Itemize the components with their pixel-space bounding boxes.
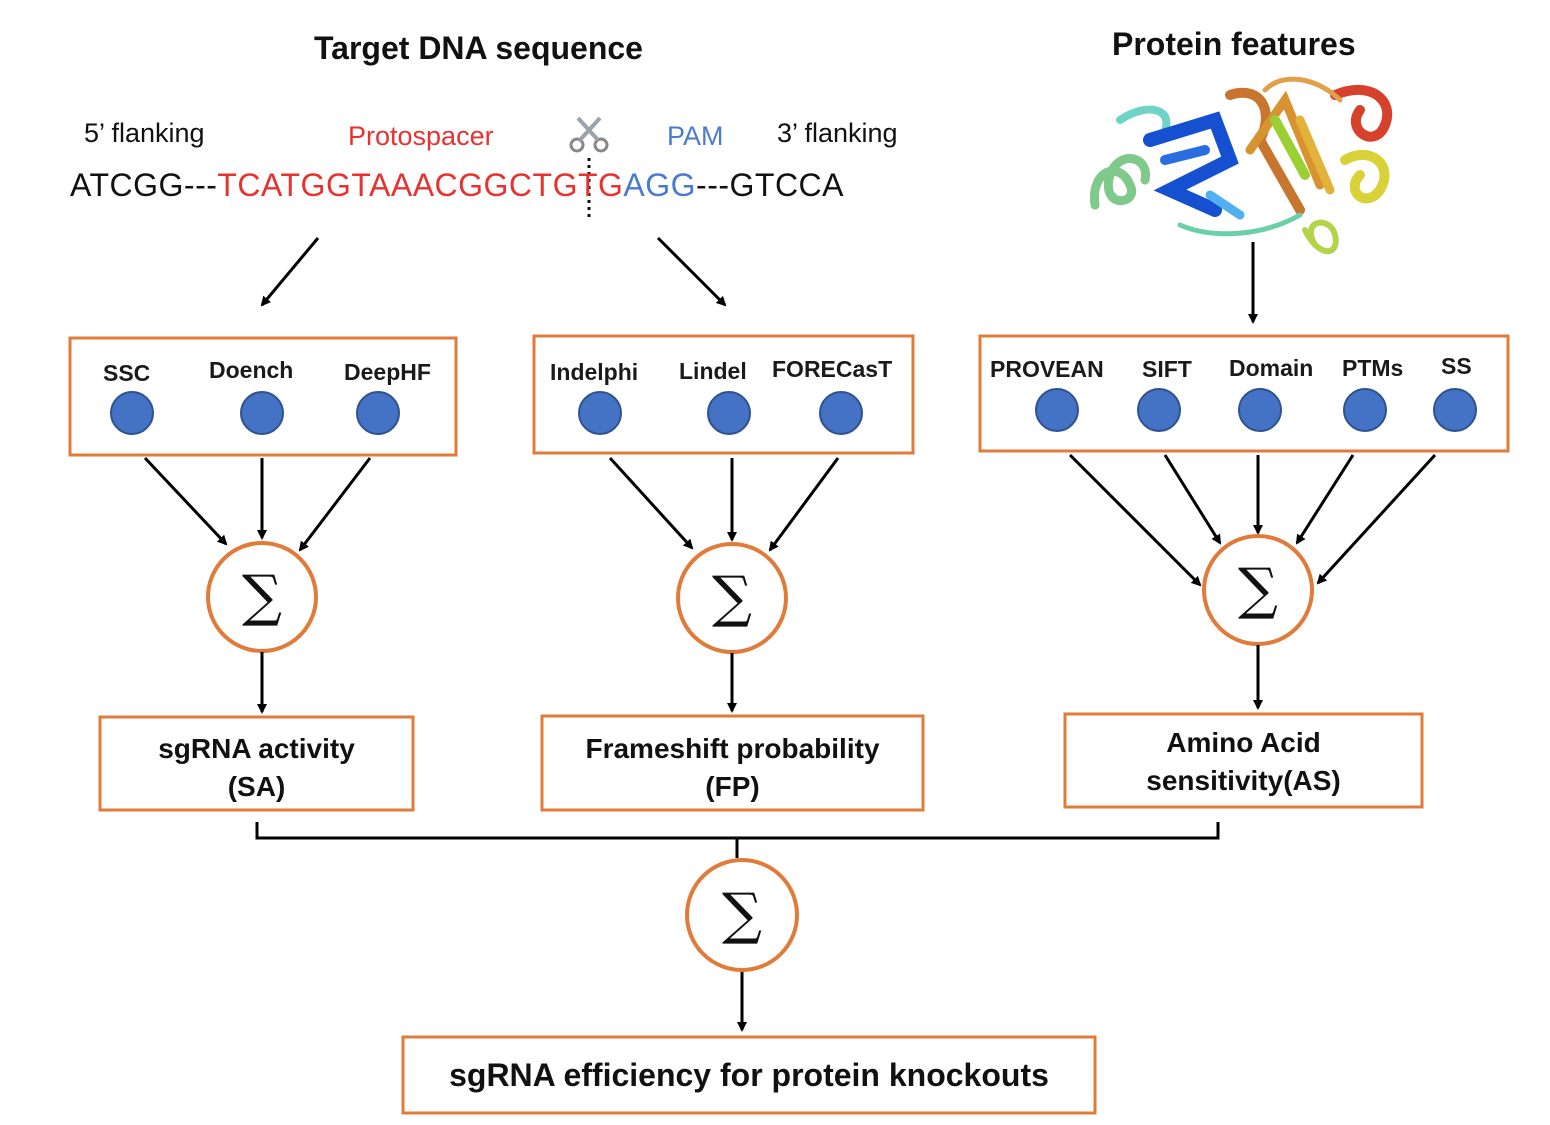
protospacer-label: Protospacer — [348, 121, 494, 151]
method-node-lindel — [707, 391, 751, 435]
protospacer-sequence: TCATGGTAAACGGCTGTG — [217, 167, 624, 203]
method-node-ssc — [110, 391, 154, 435]
method-label-forecast: FORECasT — [772, 356, 893, 382]
method-label-ss: SS — [1441, 353, 1472, 379]
activity-methods-box — [68, 336, 458, 457]
method-label-lindel: Lindel — [679, 358, 747, 384]
combine-bracket — [255, 822, 1220, 858]
sa-output-box — [98, 715, 415, 812]
method-node-doench — [240, 391, 284, 435]
sensitivity-sum-symbol: ∑ — [1238, 557, 1278, 622]
as-output-line1: Amino Acid — [1166, 727, 1321, 758]
final-output-box — [401, 1035, 1097, 1115]
pam-sequence: AGG — [623, 167, 697, 203]
frameshift-sum-node — [676, 542, 788, 654]
arrow-provean-to-sum — [1068, 453, 1202, 587]
method-label-deephf: DeepHF — [344, 359, 431, 385]
method-label-doench: Doench — [209, 357, 294, 383]
method-label-provean: PROVEAN — [990, 356, 1104, 382]
arrow-ssc-to-sum — [143, 456, 228, 546]
as-output-text: Amino Acid sensitivity(AS) — [1065, 724, 1422, 800]
method-label-ssc: SSC — [103, 360, 151, 386]
arrow-seq-to-activity — [260, 237, 320, 307]
as-output-line2: sensitivity(AS) — [1146, 765, 1341, 796]
sa-output-line1: sgRNA activity — [158, 733, 355, 764]
arrow-sift-to-sum — [1163, 454, 1222, 545]
fp-output-line2: (FP) — [705, 771, 760, 802]
method-node-ss — [1433, 388, 1477, 432]
fp-output-text: Frameshift probability (FP) — [542, 730, 923, 806]
final-sum-symbol: ∑ — [722, 882, 762, 947]
method-node-domain — [1238, 388, 1282, 432]
sa-output-text: sgRNA activity (SA) — [100, 730, 413, 806]
fp-output-box — [540, 714, 925, 812]
arrow-indelphi-to-sum — [608, 456, 694, 550]
scissors-icon — [569, 116, 609, 153]
pam-label: PAM — [667, 121, 724, 151]
final-output-text: sgRNA efficiency for protein knockouts — [449, 1057, 1049, 1093]
arrow-deephf-to-sum — [298, 457, 372, 552]
method-node-forecast — [819, 391, 863, 435]
sensitivity-methods-box — [978, 334, 1510, 453]
dna-sequence: ATCGG---TCATGGTAAACGGCTGTGAGG---GTCCA — [70, 167, 844, 204]
arrow-ss-to-sum — [1316, 453, 1437, 585]
arrow-seq-to-frameshift — [656, 236, 727, 307]
frameshift-methods-box — [532, 334, 915, 455]
method-node-indelphi — [578, 391, 622, 435]
method-node-ptms — [1343, 388, 1387, 432]
method-label-domain: Domain — [1229, 355, 1314, 381]
protein-structure-icon — [1090, 76, 1392, 255]
method-node-deephf — [356, 391, 400, 435]
method-node-provean — [1035, 388, 1079, 432]
method-label-sift: SIFT — [1142, 356, 1192, 382]
activity-sum-symbol: ∑ — [242, 564, 282, 629]
dna-title: Target DNA sequence — [314, 30, 643, 66]
flank3-sequence: ---GTCCA — [696, 167, 844, 203]
method-label-ptms: PTMs — [1342, 355, 1404, 381]
protein-title: Protein features — [1112, 26, 1356, 62]
arrow-forecast-to-sum — [768, 457, 840, 552]
flank3-label: 3’ flanking — [777, 118, 898, 148]
activity-sum-node — [206, 541, 318, 653]
flank5-sequence: ATCGG--- — [70, 167, 218, 203]
flank5-label: 5’ flanking — [84, 118, 205, 148]
frameshift-sum-symbol: ∑ — [712, 565, 752, 630]
sa-output-line2: (SA) — [227, 771, 286, 802]
arrow-ptms-to-sum — [1295, 454, 1355, 545]
fp-output-line1: Frameshift probability — [585, 733, 880, 764]
final-sum-node — [685, 858, 799, 972]
method-label-indelphi: Indelphi — [550, 359, 639, 385]
as-output-box — [1063, 712, 1424, 809]
method-node-sift — [1137, 388, 1181, 432]
sensitivity-sum-node — [1202, 534, 1314, 646]
